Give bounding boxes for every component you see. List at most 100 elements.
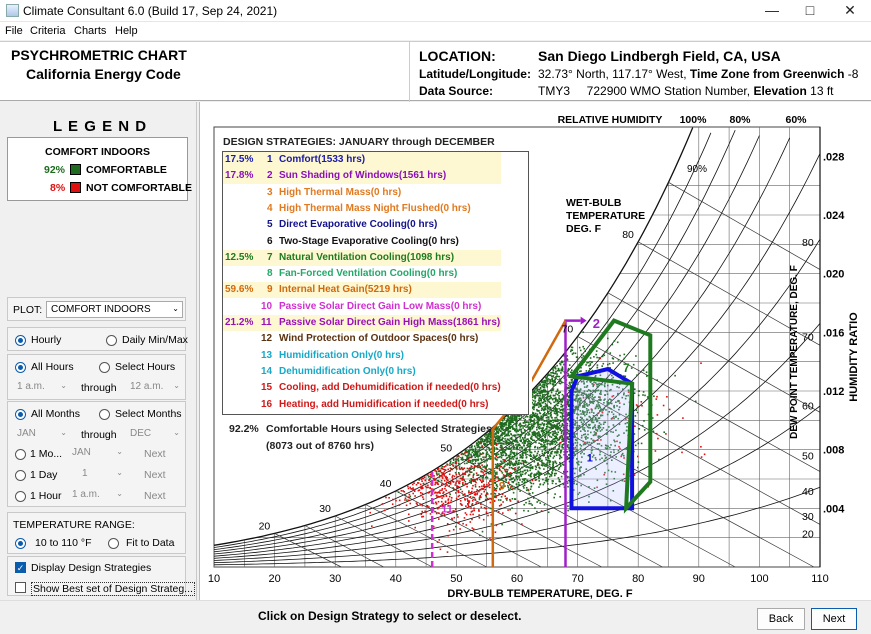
month-from-select[interactable]: JAN ⌄ <box>15 426 70 443</box>
all-hours-radio[interactable] <box>15 362 26 373</box>
strategy-row[interactable]: 59.6% 9 Internal Heat Gain(5219 hrs) <box>223 282 501 299</box>
data-point <box>474 493 477 495</box>
one-hour-radio[interactable] <box>15 491 26 502</box>
data-point <box>579 467 581 469</box>
data-point <box>496 440 499 443</box>
temp-range-default-radio[interactable] <box>15 538 26 549</box>
data-point <box>526 479 528 482</box>
data-point <box>509 417 512 420</box>
strategy-row[interactable]: 13 Humidification Only(0 hrs) <box>223 348 501 364</box>
menu-help[interactable]: Help <box>115 25 138 37</box>
data-point <box>558 369 561 372</box>
data-point <box>530 451 533 454</box>
back-button[interactable]: Back <box>757 608 805 630</box>
strategy-row[interactable]: 17.8% 2 Sun Shading of Windows(1561 hrs) <box>223 168 501 185</box>
strategy-row[interactable]: 15 Cooling, add Dehumidification if neede… <box>223 380 501 396</box>
one-hour-select[interactable]: 1 a.m. ⌄ <box>70 487 126 504</box>
menu-criteria[interactable]: Criteria <box>30 25 66 37</box>
data-point <box>568 387 570 389</box>
data-point <box>508 439 511 442</box>
data-point <box>515 431 517 433</box>
strategy-row[interactable]: 3 High Thermal Mass(0 hrs) <box>223 185 501 201</box>
menu-charts[interactable]: Charts <box>74 25 107 37</box>
next-hour-button[interactable]: Next <box>144 490 166 502</box>
data-point <box>541 407 543 409</box>
data-point <box>561 366 564 368</box>
data-point <box>451 518 454 520</box>
data-point <box>655 432 658 435</box>
data-point <box>573 410 575 412</box>
maximize-button[interactable]: □ <box>805 2 815 18</box>
month-to-select[interactable]: DEC ⌄ <box>128 426 183 443</box>
data-point <box>546 433 548 435</box>
strategy-row[interactable]: 12.5% 7 Natural Ventilation Cooling(1098 h… <box>223 249 501 266</box>
data-point <box>522 478 524 481</box>
data-point <box>551 471 553 473</box>
select-hours-radio[interactable] <box>99 362 110 373</box>
data-point <box>445 489 447 492</box>
data-point <box>575 397 578 399</box>
plot-select[interactable]: COMFORT INDOORS ⌄ <box>46 301 183 318</box>
strategy-row[interactable]: 14 Dehumidification Only(0 hrs) <box>223 364 501 380</box>
data-point <box>474 452 477 454</box>
one-month-radio[interactable] <box>15 449 26 460</box>
latlong-value: 32.73° North, 117.17° West, <box>538 67 687 81</box>
data-point <box>509 427 511 430</box>
all-months-radio[interactable] <box>15 409 26 420</box>
data-point <box>503 425 506 427</box>
menu-file[interactable]: File <box>5 25 23 37</box>
one-day-select[interactable]: 1 ⌄ <box>80 466 126 483</box>
data-point <box>478 490 480 493</box>
minimize-button[interactable]: — <box>765 2 779 18</box>
data-point <box>437 495 439 498</box>
select-months-radio[interactable] <box>99 409 110 420</box>
fit-to-data-radio[interactable] <box>108 538 119 549</box>
show-best-checkbox[interactable] <box>15 582 26 593</box>
data-point <box>495 455 498 458</box>
strategy-row[interactable]: 6 Two-Stage Evaporative Cooling(0 hrs) <box>223 234 501 250</box>
data-point <box>464 452 466 455</box>
daily-radio[interactable] <box>106 335 117 346</box>
data-point <box>482 452 485 455</box>
strategy-row[interactable]: 12 Wind Protection of Outdoor Spaces(0 hr… <box>223 331 501 347</box>
strategy-row[interactable]: 8 Fan-Forced Ventilation Cooling(0 hrs) <box>223 266 501 282</box>
data-point <box>525 501 527 504</box>
data-point <box>514 423 516 425</box>
data-point <box>568 438 570 441</box>
data-point <box>473 454 475 457</box>
data-point <box>476 452 479 455</box>
data-point <box>519 444 521 447</box>
data-point <box>525 487 528 489</box>
strategy-row[interactable]: 4 High Thermal Mass Night Flushed(0 hrs) <box>223 201 501 217</box>
data-point <box>529 453 532 456</box>
data-point <box>553 408 555 410</box>
strategy-row[interactable]: 10 Passive Solar Direct Gain Low Mass(0 h… <box>223 299 501 315</box>
data-point <box>548 421 550 424</box>
data-point <box>533 423 535 426</box>
strategy-row[interactable]: 17.5% 1 Comfort(1533 hrs) <box>223 152 501 168</box>
next-month-button[interactable]: Next <box>144 448 166 460</box>
source-value: TMY3 722900 WMO Station Number, <box>538 84 751 98</box>
hour-to-value: 12 a.m. <box>130 381 164 392</box>
data-point <box>534 450 536 453</box>
one-day-radio[interactable] <box>15 470 26 481</box>
data-point <box>445 465 447 467</box>
hour-to-select[interactable]: 12 a.m. ⌄ <box>128 379 183 396</box>
next-day-button[interactable]: Next <box>144 469 166 481</box>
strategy-row[interactable]: 21.2% 11 Passive Solar Direct Gain High Ma… <box>223 315 501 331</box>
strategy-row[interactable]: 5 Direct Evaporative Cooling(0 hrs) <box>223 217 501 233</box>
data-point <box>596 414 598 417</box>
hourly-radio[interactable] <box>15 335 26 346</box>
hour-from-select[interactable]: 1 a.m. ⌄ <box>15 379 70 396</box>
strategy-row[interactable]: 16 Heating, add Humidification if needed(… <box>223 397 501 413</box>
data-point <box>519 474 522 476</box>
one-month-select[interactable]: JAN ⌄ <box>70 445 126 462</box>
data-point <box>636 406 639 408</box>
close-button[interactable]: ✕ <box>844 2 856 18</box>
display-strategies-checkbox[interactable]: ✓ <box>15 562 26 573</box>
data-point <box>611 418 613 420</box>
data-point <box>477 441 480 444</box>
data-point <box>523 509 525 512</box>
next-button[interactable]: Next <box>811 608 857 630</box>
data-point <box>473 473 475 475</box>
